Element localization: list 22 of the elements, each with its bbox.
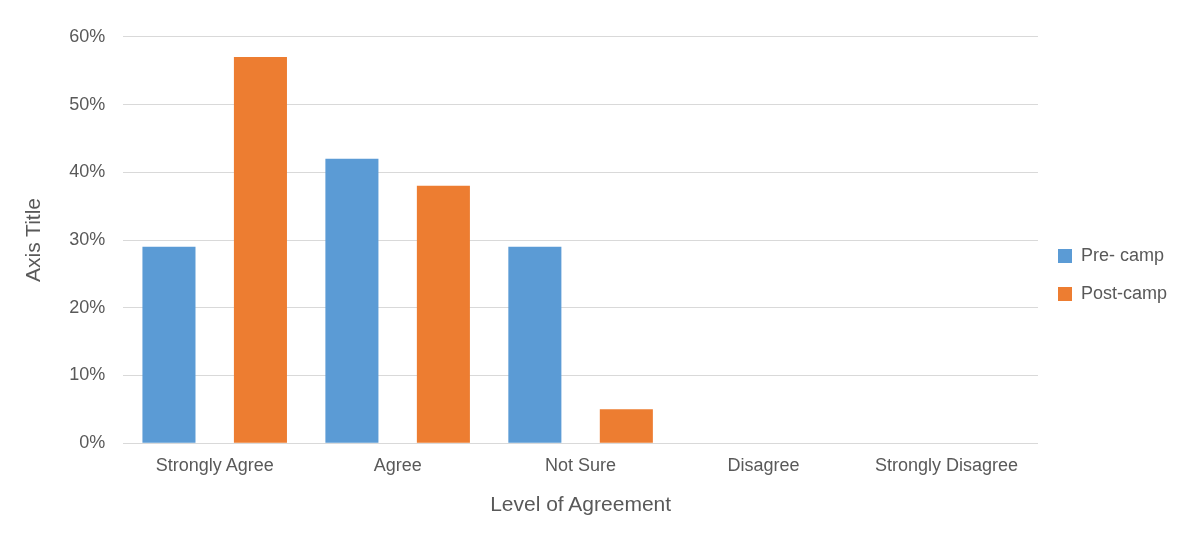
y-axis-title: Axis Title [21, 197, 45, 283]
x-tick-label: Disagree [727, 454, 800, 475]
x-tick-label: Agree [373, 454, 422, 475]
legend-label: Pre- camp [1080, 244, 1164, 265]
bar [416, 185, 470, 443]
bar [508, 246, 562, 443]
y-tick-label: 50% [69, 93, 106, 114]
legend-label: Post-camp [1080, 282, 1167, 303]
y-tick-label: 60% [69, 25, 106, 46]
bar [233, 57, 287, 443]
x-tick-label: Strongly Agree [155, 454, 274, 475]
x-tick-label: Not Sure [545, 454, 617, 475]
y-tick-label: 0% [79, 432, 106, 453]
x-axis-title: Level of Agreement [490, 492, 672, 516]
bar [142, 246, 196, 443]
x-tick-label: Strongly Disagree [874, 454, 1019, 475]
bar [325, 158, 379, 443]
y-tick-label: 40% [69, 161, 106, 182]
y-tick-label: 30% [69, 228, 106, 249]
y-tick-label: 20% [69, 296, 106, 317]
y-tick-label: 10% [69, 364, 106, 385]
bar [599, 409, 653, 443]
